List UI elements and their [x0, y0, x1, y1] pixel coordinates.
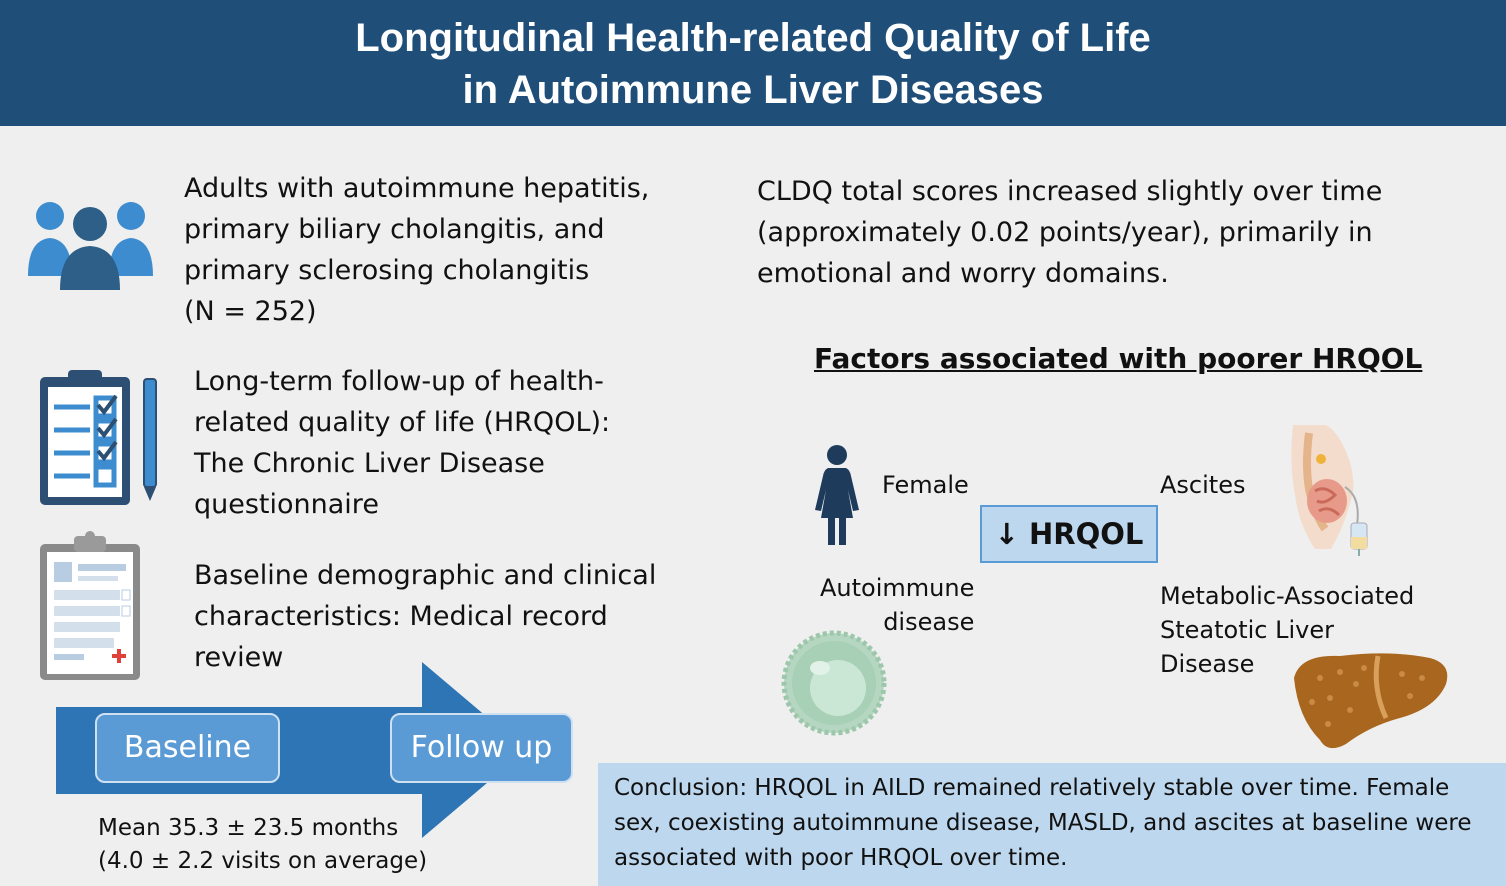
header-banner: Longitudinal Health-related Quality of L…	[0, 0, 1506, 126]
title-line-2: in Autoimmune Liver Diseases	[462, 68, 1044, 112]
conclusion-box: Conclusion: HRQOL in AILD remained relat…	[598, 763, 1506, 886]
factor-masld: Metabolic-Associated Steatotic Liver Dis…	[1160, 582, 1415, 678]
factors-title: Factors associated with poorer HRQOL	[814, 342, 1423, 375]
medical-record-icon	[40, 531, 140, 680]
people-icon	[28, 202, 153, 290]
hrqol-center-box: ↓ HRQOL	[980, 505, 1158, 563]
followup-text: Long-term follow-up of health- related q…	[194, 366, 611, 520]
fatty-liver-icon	[1294, 653, 1448, 749]
population-text: Adults with autoimmune hepatitis, primar…	[184, 173, 650, 327]
result-text: CLDQ total scores increased slightly ove…	[757, 176, 1383, 289]
timeline-arrow	[56, 662, 526, 838]
factor-ascites: Ascites	[1160, 471, 1246, 499]
timeline-mean-text: Mean 35.3 ± 23.5 months (4.0 ± 2.2 visit…	[98, 815, 428, 874]
ascites-anatomy-icon	[1291, 425, 1368, 556]
baseline-info-text: Baseline demographic and clinical charac…	[194, 560, 657, 673]
factor-autoimmune: Autoimmune disease	[820, 574, 975, 636]
female-icon	[815, 445, 859, 545]
baseline-box: Baseline	[95, 713, 280, 783]
factor-female: Female	[882, 471, 969, 499]
follow-up-box: Follow up	[390, 713, 573, 783]
title-line-1: Longitudinal Health-related Quality of L…	[355, 16, 1151, 60]
immune-cell-icon	[781, 630, 887, 736]
checklist-clipboard-icon	[40, 370, 157, 505]
